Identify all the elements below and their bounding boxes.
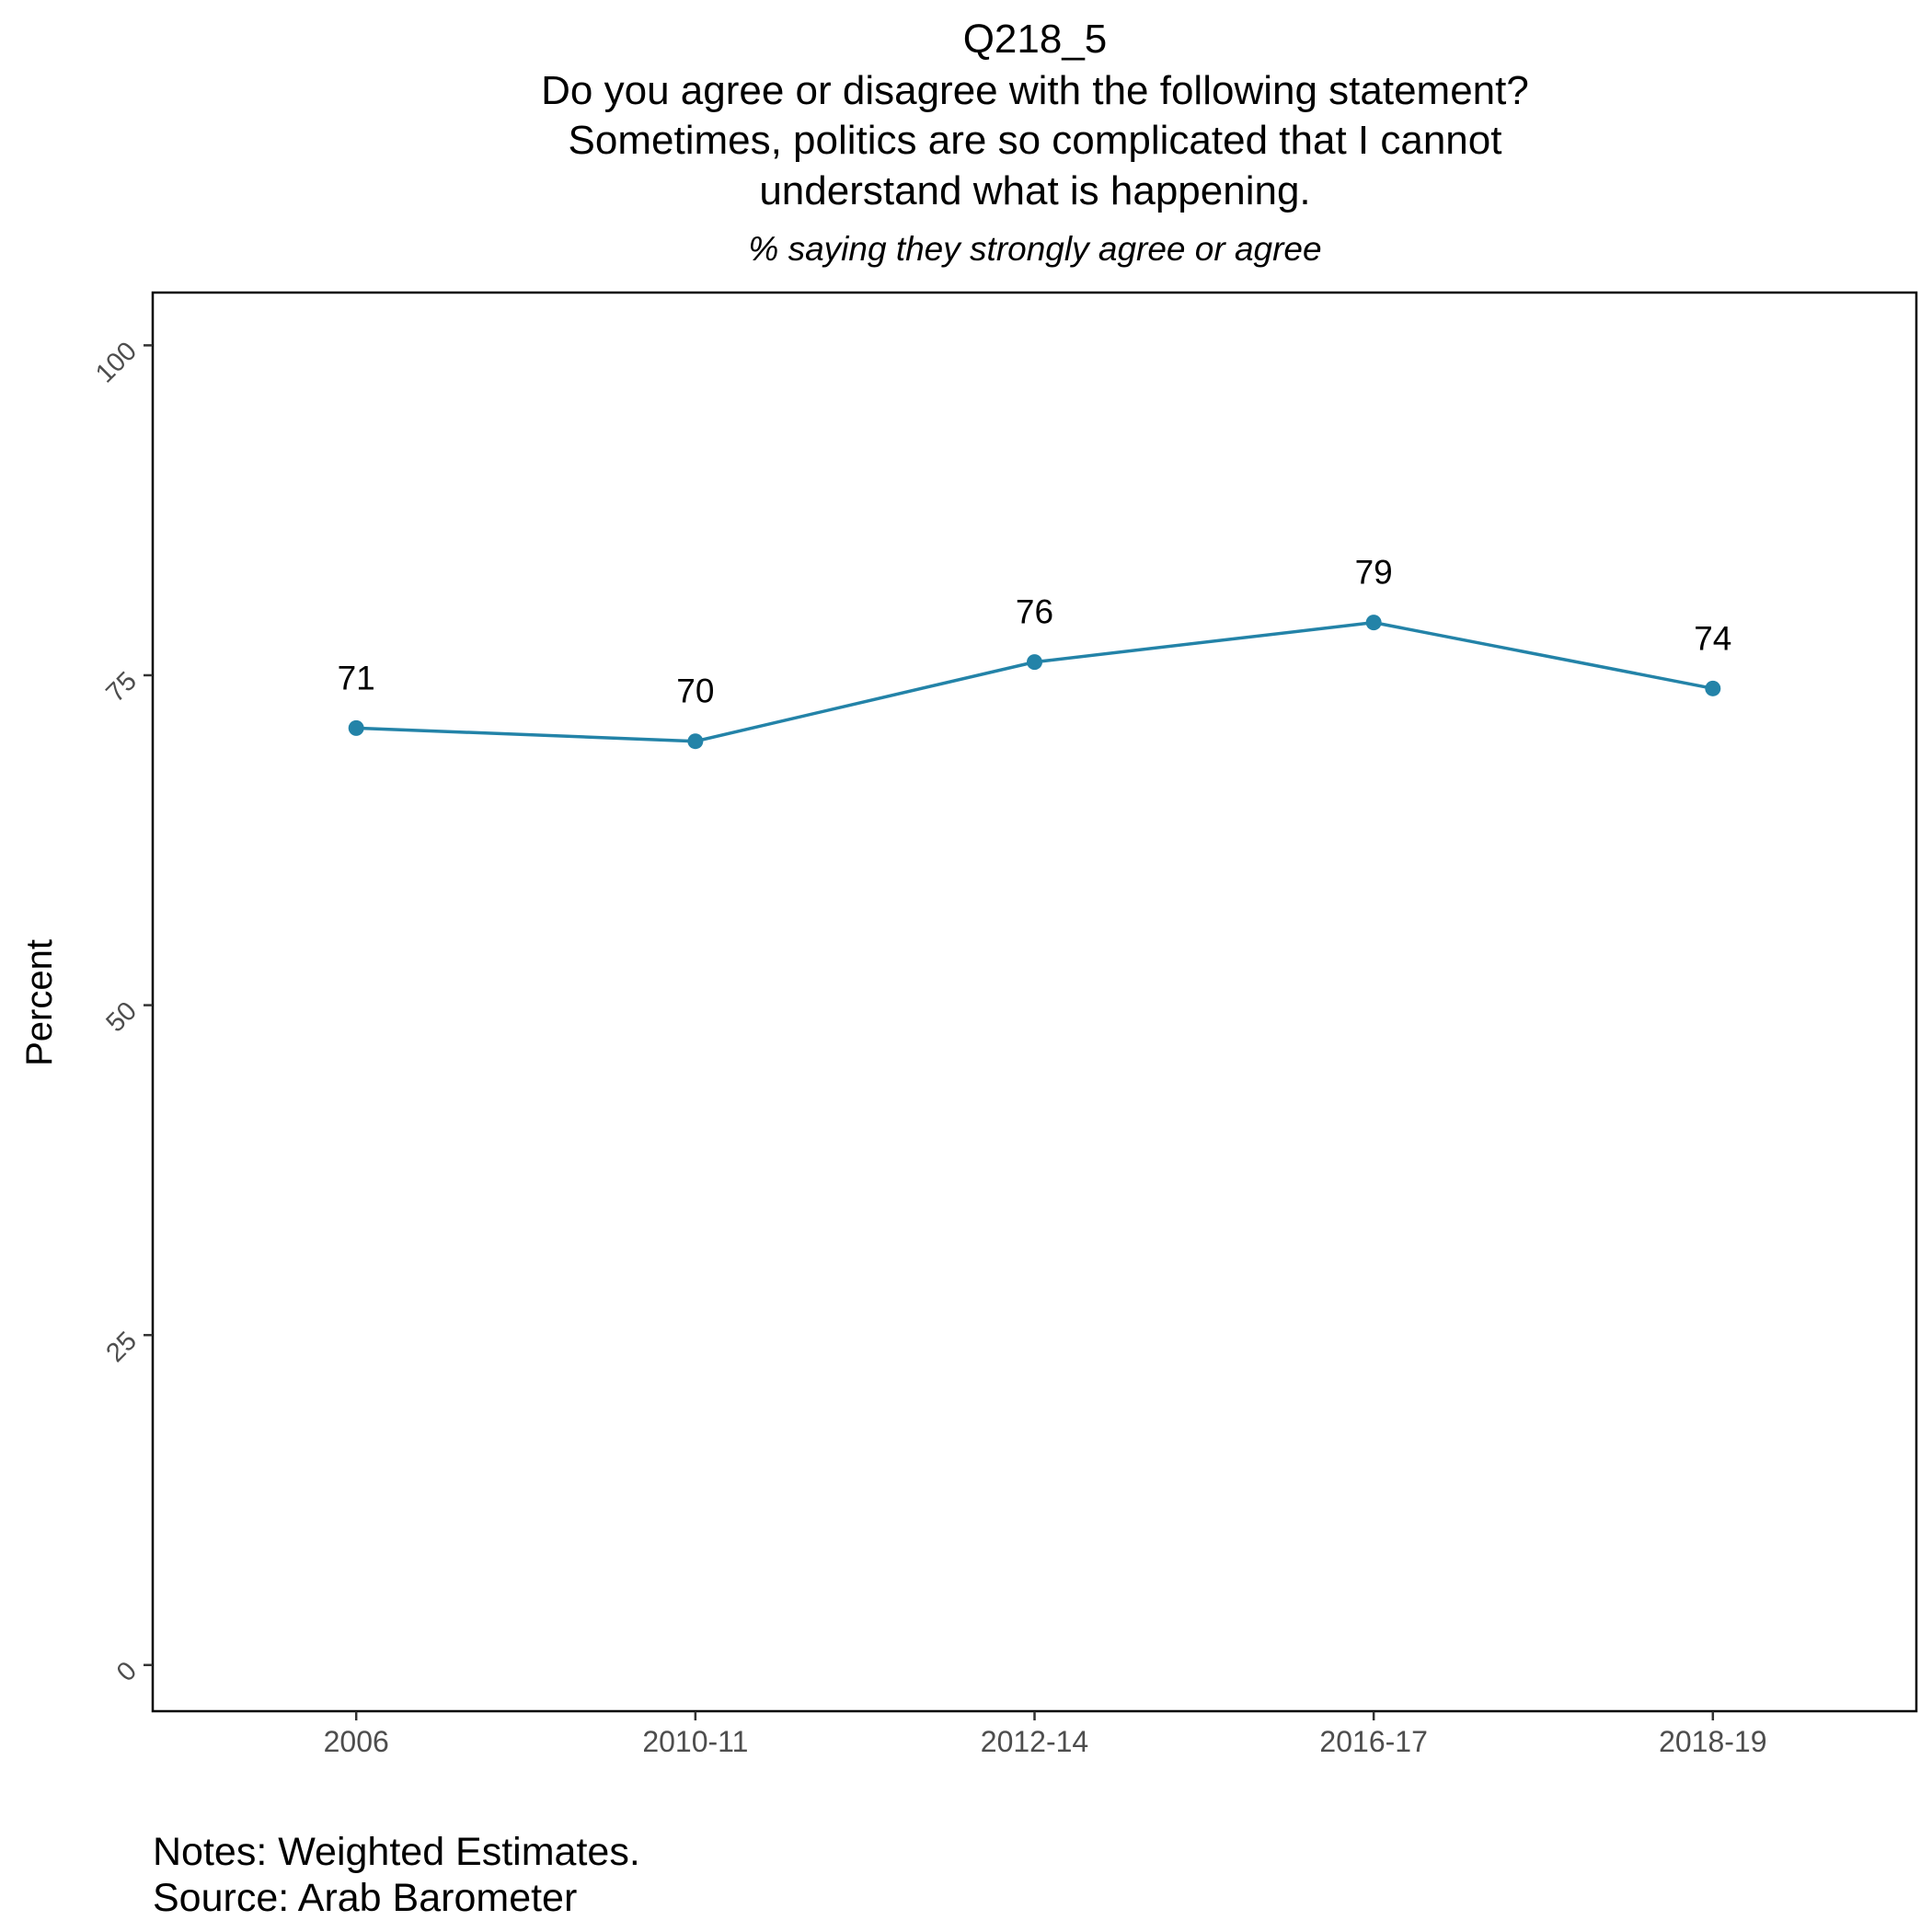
x-tick-label: 2010-11 <box>642 1725 748 1758</box>
data-point <box>687 733 704 750</box>
y-tick-label: 100 <box>90 337 143 389</box>
chart-title-line-2: Do you agree or disagree with the follow… <box>541 68 1529 113</box>
series-line: 71 70 76 79 74 <box>338 554 1731 750</box>
chart-title-line-3: Sometimes, politics are so complicated t… <box>568 118 1502 163</box>
source-caption: Source: Arab Barometer <box>153 1876 578 1920</box>
data-label: 76 <box>1016 593 1053 631</box>
y-tick-label: 50 <box>101 996 143 1038</box>
chart-title-line-4: understand what is happening. <box>759 168 1311 213</box>
y-axis-label: Percent <box>19 939 60 1066</box>
data-label: 74 <box>1694 619 1731 657</box>
series-line-path <box>356 620 1714 743</box>
y-axis: 0 25 50 75 100 <box>90 337 153 1687</box>
data-label: 70 <box>676 673 714 710</box>
y-tick-label: 0 <box>111 1656 143 1687</box>
x-axis: 2006 2010-11 2012-14 2016-17 2018-19 <box>324 1711 1767 1758</box>
y-tick-label: 75 <box>101 666 143 707</box>
data-point <box>1365 615 1382 631</box>
chart-subtitle: % saying they strongly agree or agree <box>748 230 1322 268</box>
data-label: 71 <box>338 659 375 696</box>
chart-title-line-1: Q218_5 <box>962 17 1108 62</box>
data-point <box>1027 654 1042 671</box>
x-tick-label: 2012-14 <box>981 1725 1088 1758</box>
y-tick-label: 25 <box>101 1327 143 1368</box>
data-label: 79 <box>1355 554 1393 592</box>
x-tick-label: 2016-17 <box>1319 1725 1427 1758</box>
plot-panel <box>151 291 1918 1713</box>
data-point <box>348 719 364 736</box>
data-point <box>1705 680 1721 696</box>
x-tick-label: 2018-19 <box>1659 1725 1766 1758</box>
notes-caption: Notes: Weighted Estimates. <box>153 1830 640 1874</box>
x-tick-label: 2006 <box>324 1725 389 1758</box>
